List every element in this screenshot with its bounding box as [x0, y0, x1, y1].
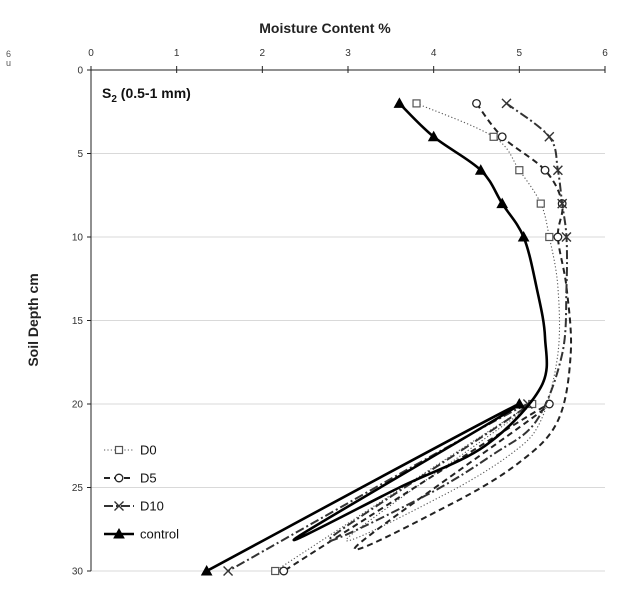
data-point-control-0: [393, 97, 406, 108]
data-point-d0-2: [515, 166, 524, 175]
data-point-d5-1: [497, 132, 507, 142]
legend-item-d10: D10: [104, 499, 164, 514]
legend-label-control: control: [140, 527, 179, 542]
legend-item-d5: D5: [104, 471, 157, 486]
x-tick-label-6: 6: [602, 48, 608, 59]
legend-label-d5: D5: [140, 471, 157, 486]
axes: 0 1 2 3 4 5 6 0 5 10 15 20 25 30: [72, 48, 608, 578]
legend-label-d10: D10: [140, 499, 164, 514]
x-tick-label-3: 3: [345, 48, 351, 59]
data-point-control-5: [513, 397, 526, 409]
panel-label-rest: (0.5-1 mm): [117, 85, 191, 101]
data-point-d0-6: [271, 566, 280, 576]
series-layer: [200, 97, 573, 576]
legend-label-d0: D0: [140, 443, 157, 458]
data-point-d0-3: [536, 199, 545, 208]
legend-item-control: control: [104, 527, 179, 542]
x-axis-title: Moisture Content %: [259, 20, 391, 36]
data-point-d10-6: [223, 566, 234, 576]
series-control: [200, 97, 549, 576]
series-d0: [271, 99, 561, 576]
legend-marker-d10: [114, 501, 124, 511]
legend-marker-d5: [114, 473, 124, 483]
legend: D0 D5 D10 control: [104, 443, 179, 542]
y-tick-label-10: 10: [72, 233, 84, 244]
series-line-d5: [283, 102, 573, 572]
y-tick-label-20: 20: [72, 400, 84, 411]
y-tick-label-25: 25: [72, 483, 84, 494]
data-point-d10-0: [501, 98, 512, 109]
data-point-control-2: [474, 164, 487, 175]
legend-item-d0: D0: [104, 443, 157, 458]
data-point-control-6: [200, 564, 213, 576]
y-tick-label-15: 15: [72, 316, 84, 327]
data-point-d5-0: [472, 98, 481, 108]
panel-label-main: S: [102, 85, 111, 101]
series-line-control: [206, 102, 549, 573]
x-tick-label-0: 0: [88, 48, 94, 59]
data-point-d10-1: [544, 131, 555, 142]
panel-label-sub: 2: [111, 94, 117, 105]
data-point-control-3: [496, 197, 509, 209]
series-line-d10: [227, 102, 569, 572]
data-point-control-1: [427, 130, 440, 142]
edge-fragment-top: 6: [6, 49, 11, 59]
data-point-d0-4: [545, 232, 554, 242]
data-point-d0-0: [412, 99, 421, 108]
legend-marker-control: [113, 527, 125, 539]
y-tick-label-0: 0: [77, 66, 83, 77]
y-tick-label-30: 30: [72, 567, 84, 578]
series-d5: [279, 98, 573, 576]
edge-fragment-second: u: [6, 58, 11, 68]
series-line-d0: [274, 102, 561, 572]
y-tick-label-5: 5: [77, 149, 83, 160]
data-point-d10-2: [552, 165, 563, 176]
data-point-d5-2: [540, 165, 550, 175]
data-point-d5-4: [553, 232, 563, 242]
x-tick-label-5: 5: [517, 48, 523, 59]
x-tick-label-1: 1: [174, 48, 180, 59]
data-point-control-4: [517, 230, 530, 242]
x-tick-label-4: 4: [431, 48, 437, 59]
data-point-d10-4: [561, 232, 572, 242]
y-axis-title: Soil Depth cm: [25, 273, 41, 366]
legend-marker-d0: [114, 445, 124, 455]
data-point-d0-1: [489, 132, 498, 141]
left-edge-fragments: 6 u: [6, 49, 11, 68]
panel-label: S2 (0.5-1 mm): [102, 85, 191, 105]
x-tick-label-2: 2: [260, 48, 266, 59]
data-point-d5-6: [279, 566, 289, 576]
data-point-d10-3: [557, 198, 568, 209]
